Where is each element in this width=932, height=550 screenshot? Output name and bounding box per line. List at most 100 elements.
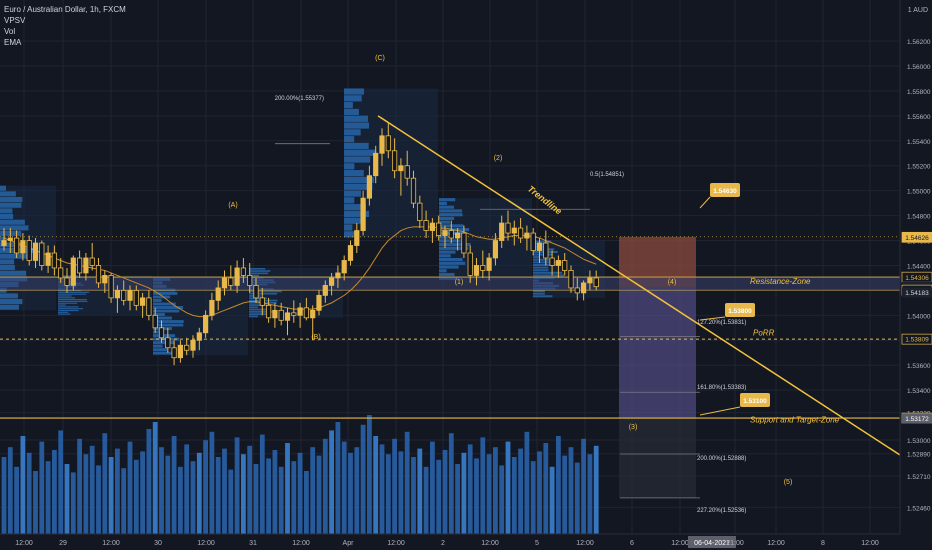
candle-body [328,277,335,286]
volume-bar [7,447,13,534]
candle-body [429,222,436,231]
resistance-zone-label: Resistance-Zone [750,277,811,286]
fib-label: 161.80%(1.53383) [697,385,746,391]
indicator-vol[interactable]: Vol [4,27,16,36]
volume-profile-bar [439,235,448,239]
candle-body [177,344,183,359]
candle-body [26,240,32,261]
volume-profile-bar [439,261,466,265]
time-tick-label: 12:00 [102,540,120,547]
volume-profile-bar [0,242,24,248]
wave-label: (1) [455,279,464,286]
price-tick-label: 1.54400 [907,263,931,270]
time-axis-cursor-label: 06-04-2021 [694,540,730,547]
volume-bar [285,443,290,534]
candle-body [310,309,316,319]
candle-body [95,265,102,284]
volume-profile-bar [58,293,87,295]
volume-profile-bar [0,236,7,242]
price-tick-label: 1.53000 [907,438,931,445]
candle-body [7,237,13,241]
time-tick-label: 12:00 [15,540,33,547]
price-tick-label: 1.55000 [907,189,931,196]
volume-bar [480,437,486,534]
volume-profile-bar [58,313,71,315]
volume-bar [385,454,391,534]
volume-profile-bar [439,254,451,258]
volume-profile-bar [0,191,16,197]
indicator-vpsv[interactable]: VPSV [4,16,26,25]
candle-body [404,165,410,179]
volume-bar [96,465,101,534]
volume-profile-bar [58,308,84,310]
callout-box [725,303,755,317]
candle-body [303,307,310,319]
volume-bar [474,458,479,534]
candle-body [13,237,20,254]
volume-bar [234,437,240,534]
time-tick-label: 12:00 [576,540,594,547]
volume-profile-bar [249,306,258,309]
volume-bar [115,448,120,534]
candle-body [505,222,511,234]
indicator-ema[interactable]: EMA [4,38,22,47]
volume-profile-bar [344,108,359,116]
candle-body [461,232,467,254]
candle-body [454,232,461,239]
volume-profile-bar [249,315,258,318]
volume-bar [253,464,259,534]
candle-body [417,202,423,221]
volume-profile-bar [58,297,76,299]
candle-body [1,240,7,246]
trendline [377,115,901,456]
volume-bar [455,464,460,534]
volume-profile-bar [533,269,549,272]
candle-body [152,314,158,329]
time-tick-label: Apr [343,540,355,547]
volume-bar [316,455,322,534]
volume-bar [486,454,492,534]
volume-bar [45,461,51,534]
volume-profile-bar [344,183,373,190]
volume-profile-bar [249,311,273,313]
price-tick-label: 1.54800 [907,214,931,221]
candle-body [102,275,108,284]
volume-profile-bar [344,197,355,204]
price-axis-label-box [901,231,932,243]
volume-bar [272,450,278,534]
volume-profile-bar [533,271,563,274]
price-axis-label: 1.53809 [905,337,929,344]
volume-bar [83,454,89,534]
price-tick-label: 1.55600 [907,114,931,121]
volume-bar [373,436,379,534]
volume-profile-bar [533,258,554,261]
volume-bar [442,450,448,534]
wave-label: (B) [311,334,320,341]
candle-body [77,257,83,274]
volume-bar [39,441,45,534]
candle-body [341,260,347,274]
volume-bar [190,461,196,534]
volume-profile-bar [344,149,376,156]
volume-bar [581,438,586,534]
candle-body [322,285,328,296]
volume-bar [448,433,454,534]
volume-profile-bar [58,291,90,293]
candle-body [127,289,133,301]
volume-bar [121,468,127,534]
volume-profile-bar [153,323,184,327]
candle-body [391,150,398,172]
wave-label: (2) [494,155,503,162]
price-tick-label: 1.56000 [907,64,931,71]
volume-profile-bar [153,351,174,355]
volume-profile-bar [439,269,447,273]
volume-bar [562,455,568,534]
volume-bar [14,466,19,534]
candle-body [215,287,221,301]
time-tick-label: 29 [59,540,67,547]
volume-profile-bar [344,190,361,197]
callout-label: 1.54630 [713,188,737,195]
volume-profile-bar [533,256,540,259]
candle-body [568,270,574,289]
